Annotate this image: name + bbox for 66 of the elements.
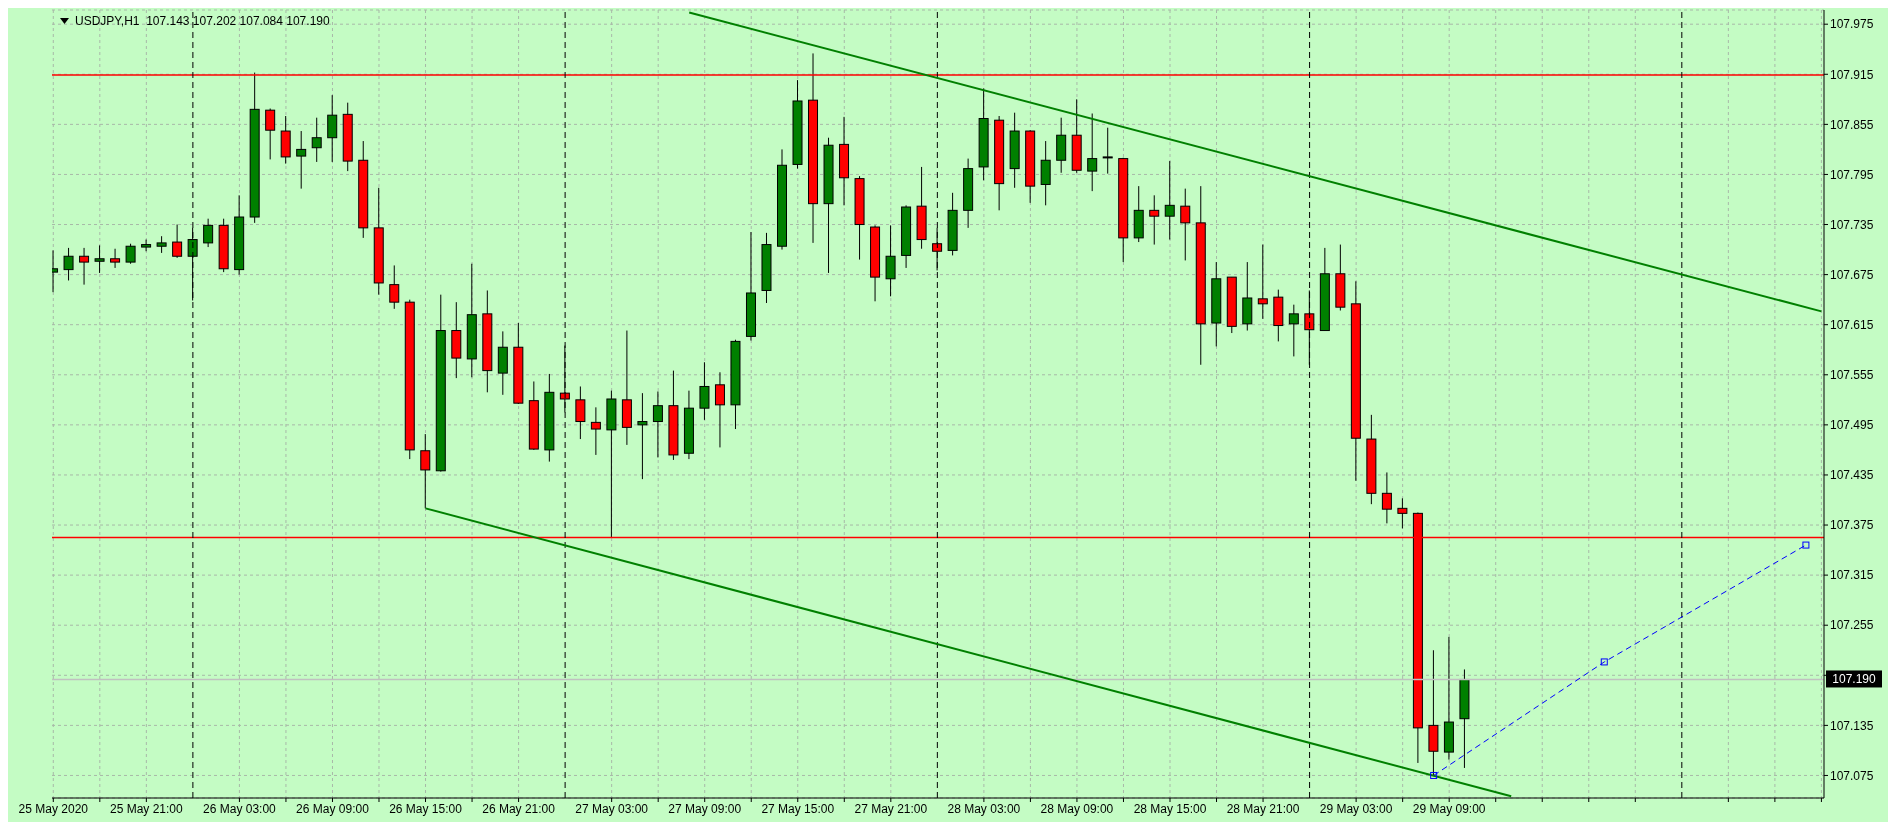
y-tick-label: 107.315 xyxy=(1830,568,1874,583)
candlestick xyxy=(575,385,586,440)
candlestick xyxy=(63,247,74,281)
candlestick xyxy=(652,390,663,458)
candlestick xyxy=(389,264,400,310)
candlestick xyxy=(125,243,136,265)
y-tick-label: 107.255 xyxy=(1830,618,1874,633)
candlestick xyxy=(1164,160,1175,241)
y-tick-label: 107.855 xyxy=(1830,117,1874,132)
point xyxy=(1430,771,1438,779)
chart-title: USDJPY,H1 107.143 107.202 107.084 107.190 xyxy=(75,14,330,28)
x-tick-label: 28 May 03:00 xyxy=(947,801,1021,816)
x-tick-label: 29 May 03:00 xyxy=(1319,801,1393,816)
candlestick xyxy=(327,94,338,163)
candlestick xyxy=(699,361,710,421)
x-tick-label: 27 May 09:00 xyxy=(668,801,742,816)
x-tick-label: 26 May 21:00 xyxy=(482,801,556,816)
candlestick xyxy=(79,247,90,286)
x-tick-label: 27 May 03:00 xyxy=(575,801,649,816)
candlestick xyxy=(296,130,307,190)
x-tick-label: 27 May 15:00 xyxy=(761,801,835,816)
candlestick xyxy=(94,244,105,274)
x-tick-label: 25 May 2020 xyxy=(18,801,89,816)
candlestick xyxy=(1087,113,1098,192)
ref-line-label: 107.190 xyxy=(1832,672,1877,687)
candlestick xyxy=(885,224,896,297)
candlestick xyxy=(311,117,322,163)
candlestick xyxy=(590,406,601,456)
y-tick-label: 107.135 xyxy=(1830,718,1874,733)
point xyxy=(1600,658,1608,666)
x-tick-label: 28 May 15:00 xyxy=(1133,801,1207,816)
candlestick xyxy=(1288,304,1299,357)
y-tick-label: 107.075 xyxy=(1830,768,1874,783)
y-tick-label: 107.675 xyxy=(1830,267,1874,282)
candlestick xyxy=(110,248,121,269)
candlestick xyxy=(714,371,725,448)
y-tick-label: 107.975 xyxy=(1830,17,1874,32)
candlestick xyxy=(420,433,431,509)
y-tick-label: 107.615 xyxy=(1830,317,1874,332)
candlestick xyxy=(1149,194,1160,246)
x-tick-label: 29 May 09:00 xyxy=(1412,801,1486,816)
x-tick-label: 26 May 15:00 xyxy=(389,801,463,816)
candlestick xyxy=(172,224,183,259)
candlestick xyxy=(1397,497,1408,529)
x-tick-label: 28 May 09:00 xyxy=(1040,801,1114,816)
y-tick-label: 107.375 xyxy=(1830,518,1874,533)
candlestick xyxy=(1102,127,1113,175)
x-tick-label: 26 May 03:00 xyxy=(203,801,277,816)
candlestick xyxy=(203,218,214,248)
candlestick xyxy=(1381,471,1392,524)
y-tick-label: 107.795 xyxy=(1830,167,1874,182)
y-tick-label: 107.735 xyxy=(1830,217,1874,232)
candlestick xyxy=(265,108,276,160)
y-tick-label: 107.435 xyxy=(1830,468,1874,483)
candlestick xyxy=(1257,244,1268,320)
y-tick-label: 107.495 xyxy=(1830,418,1874,433)
y-tick-label: 107.915 xyxy=(1830,67,1874,82)
candlestick xyxy=(141,239,152,252)
y-tick-label: 107.555 xyxy=(1830,368,1874,383)
candlestick xyxy=(637,392,648,480)
x-tick-label: 27 May 21:00 xyxy=(854,801,928,816)
x-tick-label: 28 May 21:00 xyxy=(1226,801,1300,816)
x-tick-label: 26 May 09:00 xyxy=(296,801,370,816)
point xyxy=(1802,541,1810,549)
candlestick xyxy=(1180,188,1191,261)
x-tick-label: 25 May 21:00 xyxy=(109,801,184,816)
